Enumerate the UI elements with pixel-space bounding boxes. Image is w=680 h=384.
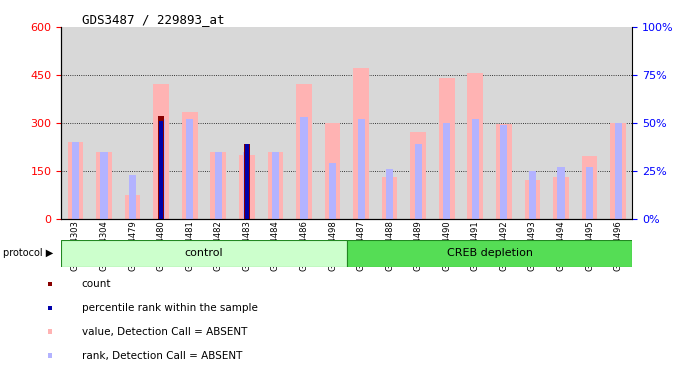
Bar [61,240,347,267]
Bar [118,27,147,219]
Bar [496,124,512,219]
Bar [386,169,393,219]
Bar [296,84,312,219]
Bar [261,27,290,219]
Bar [158,116,164,219]
Bar [90,27,118,219]
Bar [432,27,461,219]
Bar [615,123,622,219]
Bar [358,119,364,219]
Bar [182,112,198,219]
Bar [558,167,564,219]
Bar [233,27,261,219]
Bar [547,27,575,219]
Bar [529,171,536,219]
Bar [124,195,141,219]
Bar [415,144,422,219]
Bar [472,119,479,219]
Bar [410,132,426,219]
Bar [244,144,250,219]
Bar [524,180,541,219]
Bar [61,27,90,219]
Bar [204,27,233,219]
Text: control: control [185,248,223,258]
Bar [153,84,169,219]
Text: rank, Detection Call = ABSENT: rank, Detection Call = ABSENT [82,351,242,361]
Bar [67,142,84,219]
Text: percentile rank within the sample: percentile rank within the sample [82,303,258,313]
Bar [245,144,249,219]
Bar [158,119,165,219]
Bar [96,152,112,219]
Bar [347,27,375,219]
Bar [239,155,255,219]
Bar [439,78,455,219]
Bar [347,240,632,267]
Bar [324,123,341,219]
Bar [290,27,318,219]
Bar [72,142,79,219]
Bar [353,68,369,219]
Bar [553,177,569,219]
Bar [129,175,136,219]
Bar [581,157,598,219]
Bar [375,27,404,219]
Bar [490,27,518,219]
Bar [272,152,279,219]
Bar [381,177,398,219]
Bar [318,27,347,219]
Bar [404,27,432,219]
Bar [301,117,307,219]
Bar [461,27,490,219]
Text: GDS3487 / 229893_at: GDS3487 / 229893_at [82,13,224,26]
Bar [175,27,204,219]
Bar [500,125,507,219]
Bar [610,123,626,219]
Bar [267,152,284,219]
Bar [101,152,107,219]
Text: count: count [82,279,111,289]
Bar [186,119,193,219]
Bar [467,73,483,219]
Bar [147,27,175,219]
Text: protocol ▶: protocol ▶ [3,248,54,258]
Bar [443,123,450,219]
Bar [243,152,250,219]
Bar [604,27,632,219]
Text: CREB depletion: CREB depletion [447,248,532,258]
Bar [215,152,222,219]
Bar [210,152,226,219]
Bar [159,121,163,219]
Bar [586,167,593,219]
Bar [329,163,336,219]
Text: value, Detection Call = ABSENT: value, Detection Call = ABSENT [82,327,247,337]
Bar [518,27,547,219]
Bar [575,27,604,219]
